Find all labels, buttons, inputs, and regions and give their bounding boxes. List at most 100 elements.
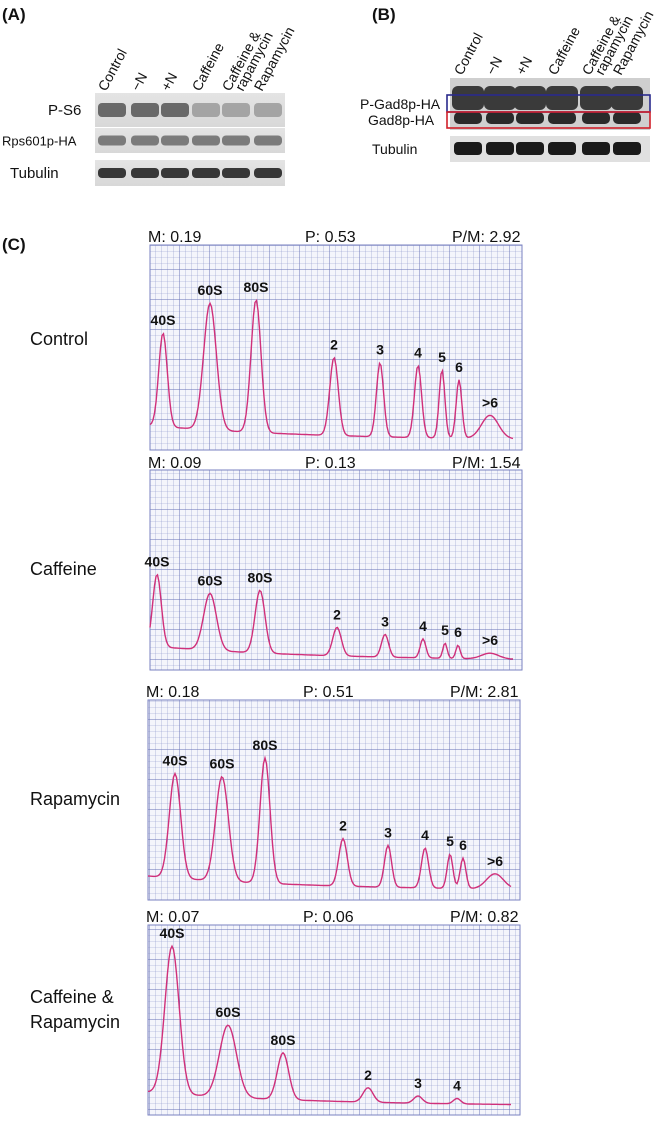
profile-grid: [147, 924, 521, 1116]
profile-grid: [147, 699, 521, 901]
blot-band: [98, 168, 126, 178]
panel-label: (A): [2, 5, 26, 24]
blot-band: [548, 112, 576, 124]
profile-stat: P: 0.06: [303, 909, 354, 926]
condition-label: Caffeine &: [30, 987, 114, 1007]
peak-label: 6: [459, 837, 467, 853]
profile-stat: M: 0.18: [146, 684, 199, 701]
peak-label: 80S: [253, 737, 278, 753]
blot-strip: [95, 128, 285, 153]
profile-stat: P/M: 1.54: [452, 455, 521, 472]
lane-label: +N: [513, 54, 536, 78]
blot-band: [516, 142, 544, 155]
panel-label: (C): [2, 235, 26, 254]
blot-band: [452, 86, 484, 110]
profile-trace: [147, 944, 511, 1106]
condition-label: Control: [30, 329, 88, 349]
blot-band: [222, 135, 250, 146]
row-label: Tubulin: [10, 165, 59, 182]
blot-band: [546, 86, 578, 110]
peak-label: 40S: [163, 753, 188, 769]
peak-label: 6: [455, 359, 463, 375]
profile-stat: P: 0.13: [305, 455, 356, 472]
peak-label: 3: [381, 613, 389, 629]
peak-label: >6: [482, 632, 498, 648]
lane-label: −N: [483, 54, 506, 78]
peak-label: 60S: [198, 572, 223, 588]
peak-label: >6: [482, 394, 498, 410]
blot-band: [98, 103, 126, 117]
blot-band: [254, 168, 282, 178]
peak-label: 60S: [210, 756, 235, 772]
peak-label: 2: [330, 336, 338, 352]
blot-band: [192, 168, 220, 178]
blot-band: [580, 86, 612, 110]
blot-band: [192, 103, 220, 117]
blot-band: [613, 142, 641, 155]
peak-label: 4: [419, 618, 427, 634]
blot-band: [516, 112, 544, 124]
peak-label: 3: [414, 1075, 422, 1091]
peak-label: 80S: [248, 569, 273, 585]
profile-trace: [149, 573, 514, 660]
row-label: P-Gad8p-HA: [360, 96, 441, 112]
peak-label: 60S: [198, 282, 223, 298]
condition-label: Rapamycin: [30, 789, 120, 809]
peak-label: 40S: [151, 312, 176, 328]
blot-band: [582, 112, 610, 124]
blot-band: [222, 168, 250, 178]
lane-label: Control: [95, 46, 130, 93]
blot-band: [222, 103, 250, 117]
blot-band: [454, 142, 482, 155]
peak-label: 2: [333, 606, 341, 622]
peak-label: 5: [446, 833, 454, 849]
profile-stat: M: 0.07: [146, 909, 199, 926]
blot-band: [161, 168, 189, 178]
blot-band: [454, 112, 482, 124]
peak-label: 80S: [244, 279, 269, 295]
blot-band: [131, 168, 159, 178]
blot-band: [582, 142, 610, 155]
row-label: Gad8p-HA: [368, 112, 435, 128]
profile-stat: P: 0.51: [303, 684, 354, 701]
peak-label: 5: [438, 349, 446, 365]
peak-label: 3: [376, 342, 384, 358]
blot-band: [484, 86, 516, 110]
profile-trace: [147, 755, 512, 889]
blot-band: [131, 135, 159, 146]
blot-band: [613, 112, 641, 124]
peak-label: 40S: [160, 925, 185, 941]
peak-label: 60S: [216, 1004, 241, 1020]
profile-stat: P: 0.53: [305, 229, 356, 246]
peak-label: 4: [421, 827, 429, 843]
profile-grid: [149, 244, 523, 451]
blot-band: [611, 86, 643, 110]
peak-label: 2: [339, 818, 347, 834]
profile-stat: P/M: 0.82: [450, 909, 519, 926]
blot-band: [548, 142, 576, 155]
blot-band: [514, 86, 546, 110]
blot-band: [161, 135, 189, 146]
highlight-box: [446, 111, 651, 129]
lane-label: Control: [451, 30, 486, 77]
profile-stat: M: 0.19: [148, 229, 201, 246]
row-label: Tubulin: [372, 141, 417, 157]
blot-band: [161, 103, 189, 117]
condition-label: Rapamycin: [30, 1012, 120, 1032]
profile-trace: [149, 298, 514, 440]
blot-band: [254, 135, 282, 146]
blot-band: [98, 135, 126, 146]
peak-label: 2: [364, 1067, 372, 1083]
peak-label: 3: [384, 824, 392, 840]
blot-strip: [95, 93, 285, 127]
panel-label: (B): [372, 5, 396, 24]
row-label: P-S6: [48, 102, 81, 119]
blot-band: [486, 142, 514, 155]
peak-label: 6: [454, 624, 462, 640]
lane-label: −N: [128, 70, 151, 94]
peak-label: 4: [453, 1077, 461, 1093]
profile-stat: P/M: 2.92: [452, 229, 521, 246]
blot-band: [486, 112, 514, 124]
blot-band: [192, 135, 220, 146]
blot-strip: [95, 160, 285, 186]
